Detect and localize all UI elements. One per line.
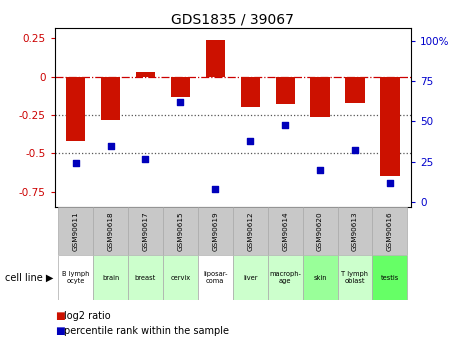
Text: cell line ▶: cell line ▶ xyxy=(5,273,53,283)
Bar xyxy=(136,72,155,77)
Text: GSM90619: GSM90619 xyxy=(212,211,219,251)
Text: liposar-
coma: liposar- coma xyxy=(203,271,228,284)
Bar xyxy=(93,255,128,300)
Bar xyxy=(206,40,225,77)
Text: cervix: cervix xyxy=(171,275,190,281)
Bar xyxy=(268,255,303,300)
Text: GSM90612: GSM90612 xyxy=(247,211,253,251)
Bar xyxy=(198,255,233,300)
Bar xyxy=(303,255,338,300)
Text: B lymph
ocyte: B lymph ocyte xyxy=(62,271,89,284)
Bar xyxy=(303,207,338,255)
Point xyxy=(211,186,219,192)
Text: GSM90620: GSM90620 xyxy=(317,211,323,251)
Text: GSM90611: GSM90611 xyxy=(73,211,78,251)
Text: ■: ■ xyxy=(55,311,65,321)
Bar xyxy=(345,77,365,103)
Bar xyxy=(101,77,120,120)
Bar xyxy=(198,207,233,255)
Bar xyxy=(338,255,372,300)
Point xyxy=(247,138,254,144)
Text: GSM90615: GSM90615 xyxy=(177,211,183,251)
Bar xyxy=(163,255,198,300)
Text: GSM90617: GSM90617 xyxy=(142,211,148,251)
Text: liver: liver xyxy=(243,275,257,281)
Bar xyxy=(128,255,163,300)
Point xyxy=(177,99,184,105)
Bar xyxy=(128,207,163,255)
Title: GDS1835 / 39067: GDS1835 / 39067 xyxy=(171,12,294,27)
Text: T lymph
oblast: T lymph oblast xyxy=(342,271,369,284)
Text: GSM90614: GSM90614 xyxy=(282,211,288,251)
Text: GSM90616: GSM90616 xyxy=(387,211,393,251)
Bar xyxy=(171,77,190,97)
Text: macroph-
age: macroph- age xyxy=(269,271,301,284)
Bar xyxy=(241,77,260,107)
Text: log2 ratio: log2 ratio xyxy=(64,311,111,321)
Bar xyxy=(233,255,268,300)
Bar xyxy=(338,207,372,255)
Text: testis: testis xyxy=(381,275,399,281)
Text: ■: ■ xyxy=(55,326,65,336)
Text: skin: skin xyxy=(314,275,327,281)
Bar xyxy=(93,207,128,255)
Bar xyxy=(372,255,408,300)
Point xyxy=(351,148,359,153)
Bar xyxy=(372,207,408,255)
Point xyxy=(281,122,289,127)
Bar xyxy=(268,207,303,255)
Bar xyxy=(58,207,93,255)
Bar xyxy=(58,255,93,300)
Bar xyxy=(66,77,85,141)
Text: brain: brain xyxy=(102,275,119,281)
Point xyxy=(72,161,79,166)
Point xyxy=(386,180,394,186)
Point xyxy=(142,156,149,161)
Bar xyxy=(233,207,268,255)
Text: GSM90613: GSM90613 xyxy=(352,211,358,251)
Point xyxy=(107,143,114,148)
Bar xyxy=(380,77,399,176)
Text: GSM90618: GSM90618 xyxy=(107,211,114,251)
Bar xyxy=(163,207,198,255)
Bar xyxy=(276,77,295,104)
Text: percentile rank within the sample: percentile rank within the sample xyxy=(64,326,229,336)
Text: breast: breast xyxy=(135,275,156,281)
Bar xyxy=(311,77,330,117)
Point xyxy=(316,167,324,172)
